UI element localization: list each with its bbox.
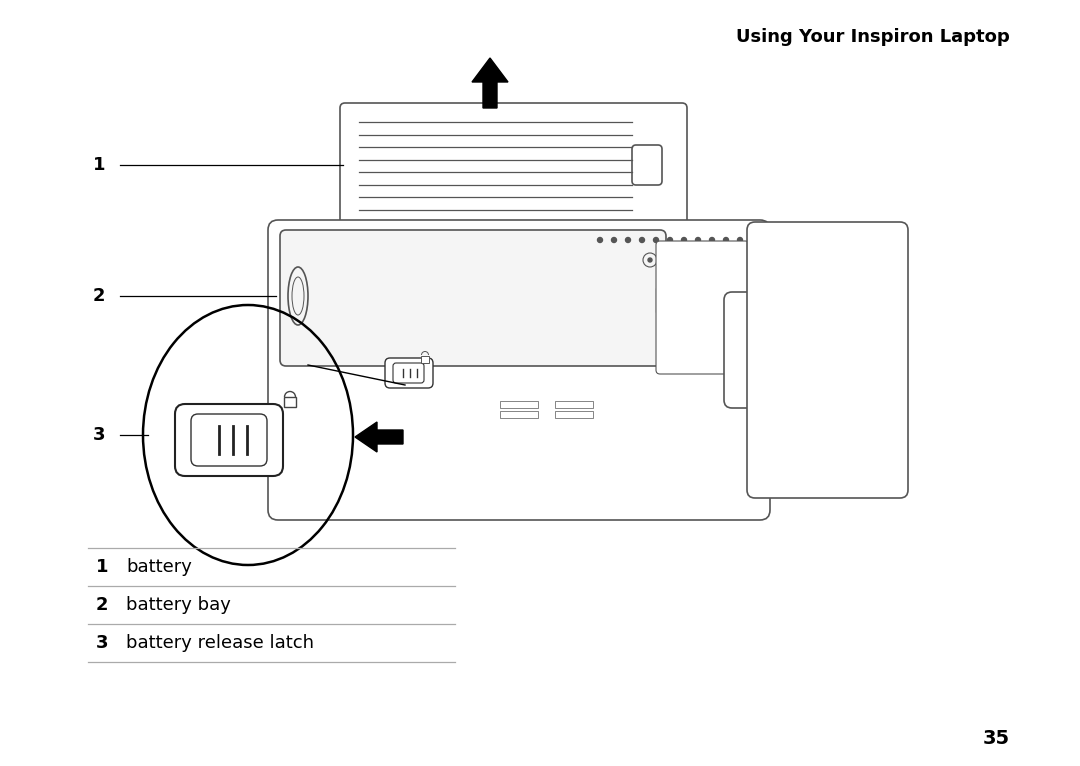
Text: 2: 2 [93, 287, 105, 305]
Bar [656, 288, 666, 312]
Bar [827, 320, 849, 329]
FancyBboxPatch shape [747, 222, 908, 498]
Polygon shape [523, 222, 546, 236]
Bar [859, 376, 881, 385]
FancyBboxPatch shape [860, 280, 904, 460]
Circle shape [625, 237, 631, 243]
Bar [795, 418, 816, 427]
Text: 3: 3 [96, 634, 108, 652]
Bar [827, 306, 849, 315]
Bar [795, 390, 816, 399]
Bar [827, 432, 849, 441]
Bar [500, 401, 538, 408]
Text: 1: 1 [96, 558, 108, 576]
Bar [859, 306, 881, 315]
Bar [859, 334, 881, 343]
Text: 2: 2 [96, 596, 108, 614]
Text: battery bay: battery bay [126, 596, 231, 614]
FancyBboxPatch shape [340, 103, 687, 227]
Bar [859, 362, 881, 371]
Circle shape [648, 258, 652, 262]
Circle shape [639, 237, 645, 243]
Bar [795, 362, 816, 371]
Bar [468, 222, 512, 236]
FancyArrow shape [472, 58, 508, 108]
Circle shape [653, 237, 659, 243]
Circle shape [667, 237, 673, 243]
Circle shape [696, 237, 701, 243]
Bar [795, 348, 816, 357]
Bar [859, 250, 881, 259]
Bar [859, 292, 881, 301]
Text: battery release latch: battery release latch [126, 634, 314, 652]
Bar [795, 404, 816, 413]
FancyArrow shape [355, 422, 403, 452]
Bar [827, 390, 849, 399]
Bar [859, 404, 881, 413]
Bar [421, 356, 429, 363]
Bar [555, 401, 593, 408]
Text: battery: battery [126, 558, 192, 576]
Circle shape [681, 237, 687, 243]
Bar [827, 334, 849, 343]
Bar [859, 432, 881, 441]
Bar [859, 278, 881, 287]
Bar [555, 411, 593, 418]
Text: 35: 35 [983, 729, 1010, 748]
Circle shape [724, 237, 729, 243]
Bar [500, 411, 538, 418]
Bar [827, 264, 849, 273]
FancyBboxPatch shape [393, 363, 424, 383]
Circle shape [611, 237, 617, 243]
Bar [284, 397, 296, 407]
Bar [795, 264, 816, 273]
Circle shape [710, 237, 715, 243]
Bar [795, 250, 816, 259]
Bar [827, 362, 849, 371]
Bar [795, 306, 816, 315]
FancyBboxPatch shape [280, 230, 666, 366]
Bar [827, 278, 849, 287]
FancyBboxPatch shape [175, 404, 283, 476]
FancyBboxPatch shape [656, 241, 750, 374]
Bar [859, 390, 881, 399]
Bar [859, 264, 881, 273]
Bar [795, 320, 816, 329]
Bar [859, 348, 881, 357]
FancyBboxPatch shape [268, 220, 770, 520]
FancyBboxPatch shape [191, 414, 267, 466]
FancyBboxPatch shape [724, 292, 760, 408]
Bar [795, 376, 816, 385]
Polygon shape [388, 222, 411, 236]
Bar [795, 432, 816, 441]
Circle shape [597, 237, 603, 243]
Bar [795, 292, 816, 301]
Circle shape [733, 258, 737, 262]
Bar [859, 418, 881, 427]
Bar [859, 320, 881, 329]
Bar [827, 348, 849, 357]
Bar [827, 376, 849, 385]
Circle shape [738, 237, 743, 243]
FancyBboxPatch shape [384, 358, 433, 388]
Bar [827, 418, 849, 427]
Bar [827, 404, 849, 413]
Bar [795, 334, 816, 343]
FancyBboxPatch shape [632, 145, 662, 185]
Bar [795, 278, 816, 287]
Text: 3: 3 [93, 426, 105, 444]
Circle shape [693, 358, 697, 362]
Bar [827, 292, 849, 301]
Text: 1: 1 [93, 156, 105, 174]
Bar [827, 250, 849, 259]
Text: Using Your Inspiron Laptop: Using Your Inspiron Laptop [737, 28, 1010, 46]
